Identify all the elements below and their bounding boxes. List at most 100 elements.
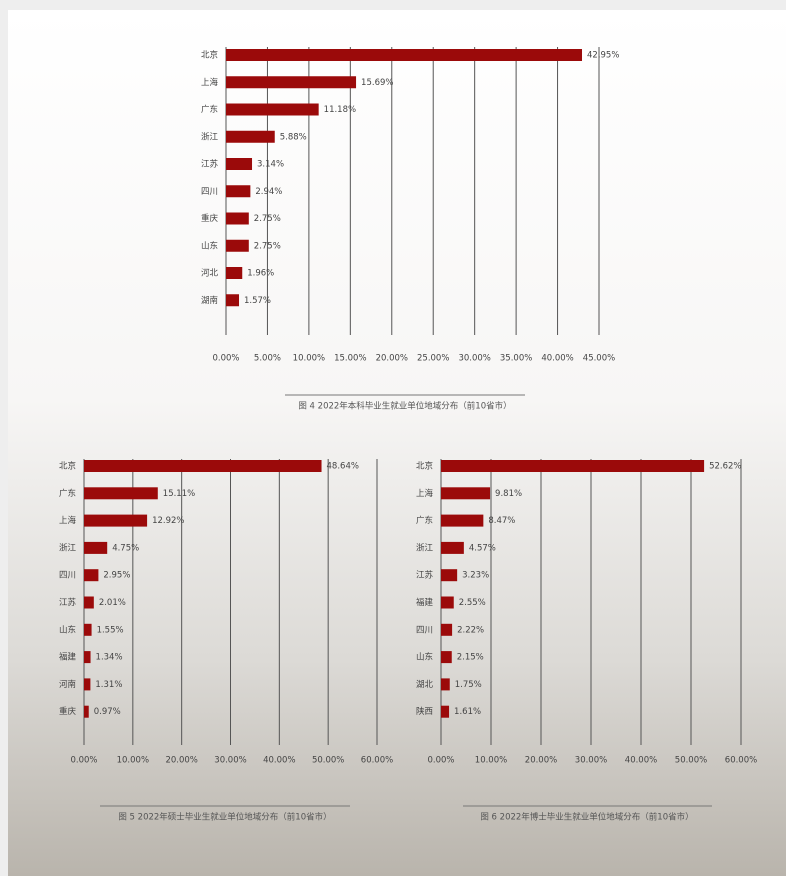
category-label: 湖南 bbox=[201, 295, 218, 306]
x-tick-label: 10.00% bbox=[293, 354, 325, 364]
bar bbox=[84, 487, 158, 499]
value-label: 52.62% bbox=[709, 462, 741, 472]
category-label: 四川 bbox=[416, 625, 433, 635]
bar bbox=[226, 185, 250, 197]
x-tick-label: 20.00% bbox=[525, 756, 557, 766]
value-label: 3.14% bbox=[257, 160, 284, 170]
category-label: 山东 bbox=[416, 652, 433, 663]
bar bbox=[441, 542, 464, 554]
value-label: 12.92% bbox=[152, 516, 184, 526]
category-label: 浙江 bbox=[59, 542, 77, 553]
value-label: 1.55% bbox=[97, 625, 124, 635]
value-label: 8.47% bbox=[488, 516, 515, 526]
bar bbox=[226, 104, 319, 116]
value-label: 4.75% bbox=[112, 543, 139, 553]
category-label: 北京 bbox=[59, 461, 76, 472]
x-tick-label: 45.00% bbox=[583, 354, 615, 364]
bar bbox=[84, 624, 92, 636]
x-tick-label: 0.00% bbox=[427, 756, 454, 766]
bar bbox=[441, 460, 704, 472]
category-label: 广东 bbox=[201, 104, 218, 115]
x-tick-label: 10.00% bbox=[117, 756, 149, 766]
value-label: 42.95% bbox=[587, 51, 619, 61]
x-tick-label: 30.00% bbox=[458, 354, 490, 364]
bar bbox=[84, 460, 322, 472]
value-label: 15.69% bbox=[361, 78, 393, 88]
bar bbox=[84, 678, 90, 690]
value-label: 4.57% bbox=[469, 543, 496, 553]
category-label: 浙江 bbox=[201, 131, 219, 142]
value-label: 2.95% bbox=[103, 571, 130, 581]
category-label: 四川 bbox=[59, 571, 76, 581]
category-label: 上海 bbox=[59, 515, 77, 526]
x-tick-label: 0.00% bbox=[70, 756, 97, 766]
value-label: 2.55% bbox=[459, 598, 486, 608]
value-label: 0.97% bbox=[94, 707, 121, 717]
bar bbox=[84, 597, 94, 609]
bar bbox=[84, 542, 107, 554]
value-label: 1.96% bbox=[247, 269, 274, 279]
value-label: 1.75% bbox=[455, 680, 482, 690]
value-label: 11.18% bbox=[324, 105, 356, 115]
value-label: 1.61% bbox=[454, 707, 481, 717]
chart-caption: 图 6 2022年博士毕业生就业单位地域分布（前10省市） bbox=[480, 812, 693, 823]
x-tick-label: 60.00% bbox=[361, 756, 393, 766]
category-label: 广东 bbox=[59, 488, 76, 499]
category-label: 上海 bbox=[416, 488, 434, 499]
value-label: 2.94% bbox=[255, 187, 282, 197]
category-label: 北京 bbox=[201, 50, 218, 61]
value-label: 1.31% bbox=[95, 680, 122, 690]
category-label: 湖北 bbox=[416, 680, 434, 690]
category-label: 江苏 bbox=[201, 159, 219, 170]
x-tick-label: 25.00% bbox=[417, 354, 449, 364]
x-tick-label: 15.00% bbox=[334, 354, 366, 364]
x-tick-label: 40.00% bbox=[541, 354, 573, 364]
x-tick-label: 20.00% bbox=[376, 354, 408, 364]
value-label: 2.22% bbox=[457, 625, 484, 635]
category-label: 浙江 bbox=[416, 542, 434, 553]
bar bbox=[226, 213, 249, 225]
bar bbox=[441, 651, 452, 663]
bar bbox=[226, 158, 252, 170]
value-label: 2.75% bbox=[254, 214, 281, 224]
bar bbox=[441, 597, 454, 609]
category-label: 重庆 bbox=[59, 706, 77, 717]
bar bbox=[441, 678, 450, 690]
category-label: 重庆 bbox=[201, 213, 219, 224]
x-tick-label: 40.00% bbox=[263, 756, 295, 766]
bar bbox=[226, 294, 239, 306]
value-label: 2.01% bbox=[99, 598, 126, 608]
value-label: 1.34% bbox=[96, 653, 123, 663]
x-tick-label: 30.00% bbox=[214, 756, 246, 766]
category-label: 四川 bbox=[201, 187, 218, 197]
category-label: 河北 bbox=[201, 268, 219, 279]
bar bbox=[226, 131, 275, 143]
bar bbox=[226, 240, 249, 252]
bar bbox=[441, 569, 457, 581]
category-label: 山东 bbox=[59, 624, 76, 635]
x-tick-label: 40.00% bbox=[625, 756, 657, 766]
category-label: 江苏 bbox=[416, 570, 434, 581]
category-label: 河南 bbox=[59, 679, 76, 690]
bar bbox=[84, 651, 91, 663]
category-label: 广东 bbox=[416, 515, 433, 526]
panel bbox=[8, 10, 786, 876]
bar bbox=[441, 515, 483, 527]
category-label: 福建 bbox=[59, 652, 77, 663]
x-tick-label: 0.00% bbox=[212, 354, 239, 364]
x-tick-label: 10.00% bbox=[475, 756, 507, 766]
value-label: 48.64% bbox=[327, 462, 359, 472]
bar bbox=[226, 49, 582, 61]
x-tick-label: 50.00% bbox=[312, 756, 344, 766]
category-label: 陕西 bbox=[416, 706, 433, 717]
value-label: 15.11% bbox=[163, 489, 195, 499]
bar bbox=[84, 569, 98, 581]
bar bbox=[226, 76, 356, 88]
bar bbox=[84, 515, 147, 527]
x-tick-label: 20.00% bbox=[165, 756, 197, 766]
chart-caption: 图 4 2022年本科毕业生就业单位地域分布（前10省市） bbox=[298, 401, 511, 412]
category-label: 北京 bbox=[416, 461, 433, 472]
bar bbox=[441, 487, 490, 499]
x-tick-label: 60.00% bbox=[725, 756, 757, 766]
value-label: 5.88% bbox=[280, 132, 307, 142]
